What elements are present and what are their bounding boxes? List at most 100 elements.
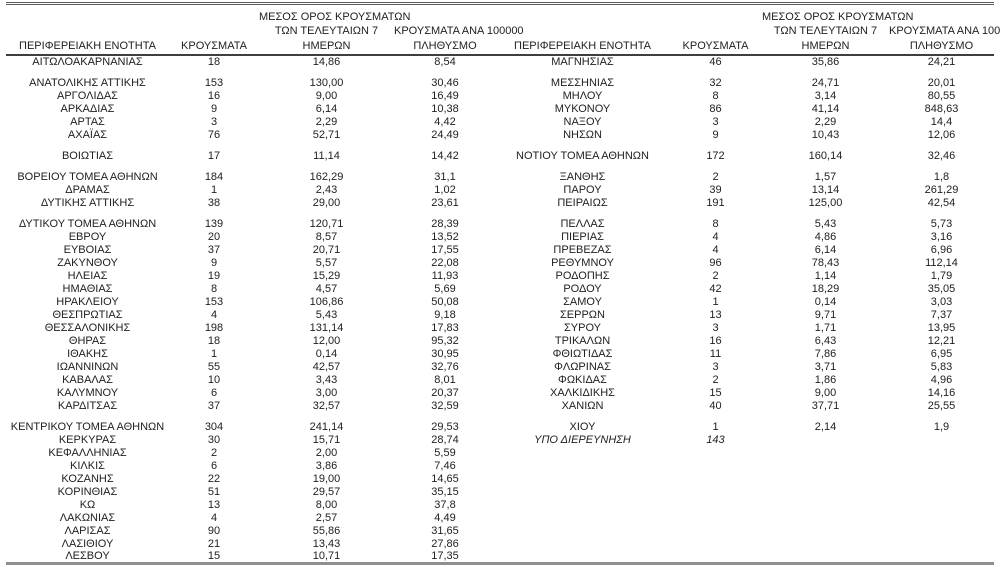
per100k-cell-left: 5,69 bbox=[434, 282, 456, 295]
table-row: ΚΟΖΑΝΗΣ 22 19,00 14,65 bbox=[6, 472, 994, 485]
region-cell-right: ΠΑΡΟΥ bbox=[563, 183, 602, 196]
table-row: ΑΡΚΑΔΙΑΣ 9 6,14 10,38 ΜΥΚΟΝΟΥ 86 41,14 8… bbox=[6, 102, 994, 115]
cases-cell-right: 191 bbox=[706, 196, 725, 209]
region-cell-right bbox=[496, 446, 669, 459]
per100k-cell-left: 8,54 bbox=[434, 56, 456, 68]
avg-header-line2-right: ΤΩΝ ΤΕΛΕΥΤΑΙΩΝ 7 bbox=[773, 25, 878, 37]
table-row: ΑΡΤΑΣ 3 2,29 4,42 ΝΑΞΟΥ 3 2,29 14,4 bbox=[6, 115, 994, 128]
per100k-cell-left: 30,46 bbox=[431, 76, 459, 89]
per100k-cell-left: 30,95 bbox=[431, 347, 459, 360]
region-cell-right: ΧΙΟΥ bbox=[569, 420, 596, 433]
avg7-cell-left: 9,00 bbox=[315, 89, 338, 102]
table-row: ΚΟΡΙΝΘΙΑΣ 51 29,57 35,15 bbox=[6, 485, 994, 498]
region-cell-left: ΑΡΤΑΣ bbox=[70, 115, 105, 128]
per100k-cell-right: 112,14 bbox=[925, 256, 958, 269]
cases-cell-right: 3 bbox=[712, 321, 719, 334]
cases-cell-right bbox=[669, 511, 762, 524]
spacer-row bbox=[6, 162, 994, 170]
empty-header-cell bbox=[496, 4, 669, 24]
region-cell-right: ΜΕΣΣΗΝΙΑΣ bbox=[550, 76, 615, 89]
region-cell-left: ΔΥΤΙΚΟΥ ΤΟΜΕΑ ΑΘΗΝΩΝ bbox=[18, 217, 157, 230]
cases-cell-right bbox=[669, 550, 762, 565]
per100k-cell-left: 16,49 bbox=[431, 89, 459, 102]
per100k-cell-right: 12,06 bbox=[927, 128, 956, 141]
spacer-row bbox=[6, 68, 994, 76]
per100k-cell-left: 31,65 bbox=[431, 524, 459, 537]
cases-cell-right bbox=[669, 459, 762, 472]
per100k-cell-right: 80,55 bbox=[927, 89, 956, 102]
region-cell-right bbox=[496, 472, 669, 485]
avg7-cell-left: 2,29 bbox=[315, 115, 338, 128]
avg7-cell-right: 35,86 bbox=[811, 56, 840, 68]
cases-cell-left: 6 bbox=[210, 459, 218, 472]
spacer-row bbox=[6, 412, 994, 420]
region-cell-right: ΝΟΤΙΟΥ ΤΟΜΕΑ ΑΘΗΝΩΝ bbox=[516, 149, 649, 162]
avg7-cell-right: 5,43 bbox=[814, 217, 837, 230]
avg7-cell-right bbox=[762, 537, 889, 550]
region-cell-left: ΑΙΤΩΛΟΑΚΑΡΝΑΝΙΑΣ bbox=[32, 56, 143, 68]
avg7-cell-right bbox=[762, 433, 889, 446]
avg7-cell-left: 3,00 bbox=[315, 386, 338, 399]
per100k-cell-left: 17,83 bbox=[431, 321, 459, 334]
region-cell-right: ΠΙΕΡΙΑΣ bbox=[561, 230, 604, 243]
avg7-cell-left: 55,86 bbox=[312, 524, 341, 537]
table-row: ΖΑΚΥΝΘΟΥ 9 5,57 22,08 ΡΕΘΥΜΝΟΥ 96 78,43 … bbox=[6, 256, 994, 269]
cases-cell-left: 21 bbox=[207, 537, 221, 550]
avg7-cell-left: 4,57 bbox=[315, 282, 338, 295]
table-row: ΚΑΛΥΜΝΟΥ 6 3,00 20,37 ΧΑΛΚΙΔΙΚΗΣ 15 9,00… bbox=[6, 386, 994, 399]
avg7-cell-right: 6,43 bbox=[814, 334, 837, 347]
avg7-cell-right: 37,71 bbox=[811, 399, 840, 412]
cases-cell-left: 38 bbox=[207, 196, 221, 209]
avg7-cell-right: 2,14 bbox=[814, 420, 837, 433]
avg7-cell-left: 5,57 bbox=[315, 256, 338, 269]
cases-cell-left: 13 bbox=[207, 498, 221, 511]
table-row: ΗΛΕΙΑΣ 19 15,29 11,93 ΡΟΔΟΠΗΣ 2 1,14 1,7… bbox=[6, 269, 994, 282]
cases-cell-right: 2 bbox=[712, 269, 719, 282]
table-row: ΗΜΑΘΙΑΣ 8 4,57 5,69 ΡΟΔΟΥ 42 18,29 35,05 bbox=[6, 282, 994, 295]
per100k-cell-left: 28,74 bbox=[431, 433, 459, 446]
table-row: ΛΑΡΙΣΑΣ 90 55,86 31,65 bbox=[6, 524, 994, 537]
per100k-cell-right: 20,01 bbox=[927, 76, 956, 89]
avg7-cell-left: 52,71 bbox=[312, 128, 341, 141]
region-cell-left: ΚΕΡΚΥΡΑΣ bbox=[58, 433, 117, 446]
avg7-cell-left: 10,71 bbox=[259, 550, 394, 565]
per100k-header-line2-right: ΠΛΗΘΥΣΜΟ bbox=[889, 37, 994, 56]
cases-cell-left: 3 bbox=[210, 115, 218, 128]
per100k-cell-right: 14,4 bbox=[930, 115, 953, 128]
table-row: ΛΕΣΒΟΥ 15 10,71 17,35 bbox=[6, 550, 994, 565]
region-cell-left: ΚΩ bbox=[79, 498, 96, 511]
avg7-cell-right: 9,00 bbox=[814, 386, 837, 399]
avg7-cell-left: 3,43 bbox=[315, 373, 338, 386]
spacer-cell bbox=[6, 141, 994, 149]
cases-cell-left: 153 bbox=[204, 295, 224, 308]
avg7-cell-right: 1,14 bbox=[814, 269, 837, 282]
region-cell-right bbox=[496, 511, 669, 524]
cases-cell-left: 37 bbox=[207, 399, 221, 412]
per100k-cell-left: 8,01 bbox=[434, 373, 456, 386]
empty-header-cell bbox=[169, 4, 259, 24]
region-cell-left: ΑΡΚΑΔΙΑΣ bbox=[60, 102, 115, 115]
per100k-cell-right bbox=[889, 524, 994, 537]
empty-header-cell bbox=[669, 4, 762, 24]
region-cell-left: ΚΕΝΤΡΙΚΟΥ ΤΟΜΕΑ ΑΘΗΝΩΝ bbox=[10, 420, 165, 433]
cases-cell-right: 3 bbox=[712, 360, 719, 373]
avg7-cell-left: 32,57 bbox=[312, 399, 341, 412]
avg7-cell-right bbox=[762, 446, 889, 459]
per100k-cell-left: 29,53 bbox=[431, 420, 459, 433]
cases-cell-left: 30 bbox=[207, 433, 221, 446]
avg7-cell-left: 241,14 bbox=[309, 420, 344, 433]
cases-cell-left: 55 bbox=[207, 360, 221, 373]
per100k-cell-left: 28,39 bbox=[431, 217, 459, 230]
per100k-cell-right bbox=[889, 459, 994, 472]
avg7-cell-left: 11,14 bbox=[313, 149, 340, 162]
region-cell-right: ΠΕΙΡΑΙΩΣ bbox=[557, 196, 608, 209]
avg7-cell-right: 13,14 bbox=[811, 183, 840, 196]
per100k-cell-right: 1,79 bbox=[930, 269, 953, 282]
per100k-cell-right: 42,54 bbox=[927, 196, 956, 209]
per100k-cell-right: 13,95 bbox=[927, 321, 956, 334]
per100k-cell-right bbox=[889, 511, 994, 524]
cases-cell-left: 153 bbox=[204, 76, 224, 89]
per100k-cell-left: 1,02 bbox=[434, 183, 456, 196]
avg-header-line1-left: ΜΕΣΟΣ ΟΡΟΣ ΚΡΟΥΣΜΑΤΩΝ bbox=[259, 11, 411, 23]
